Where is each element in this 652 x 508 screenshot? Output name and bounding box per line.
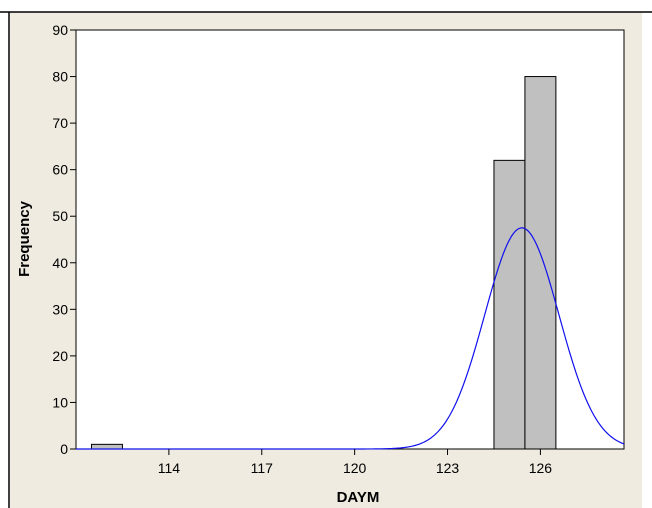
- x-tick-label: 114: [158, 460, 181, 476]
- normal-fit-layer: [76, 227, 625, 450]
- y-axis-label: Frequency: [16, 200, 33, 277]
- y-tick-label: 0: [60, 441, 68, 457]
- y-tick-label: 40: [52, 255, 68, 271]
- y-tick-label: 10: [52, 394, 68, 410]
- histogram-bar: [524, 76, 557, 450]
- x-tick-label: 120: [343, 460, 367, 476]
- y-tick-label: 70: [52, 115, 68, 131]
- histogram-bar: [493, 159, 526, 450]
- x-axis: 114 117 120 123 126: [158, 449, 553, 476]
- x-tick-label: 123: [436, 460, 460, 476]
- x-tick-label: 117: [251, 460, 274, 476]
- histogram-bars: [90, 76, 557, 450]
- y-tick-label: 20: [52, 348, 68, 364]
- normal-fit-curve: [76, 227, 625, 450]
- y-tick-label: 80: [52, 69, 68, 85]
- y-tick-label: 50: [52, 208, 68, 224]
- y-tick-label: 60: [52, 162, 68, 178]
- y-tick-label: 30: [52, 301, 68, 317]
- y-axis: 0 10 20 30 40 50 60 70 80 90: [52, 22, 76, 457]
- histogram-bar: [90, 443, 123, 450]
- y-tick-label: 90: [52, 22, 68, 38]
- x-axis-label: DAYM: [337, 489, 380, 506]
- x-tick-label: 126: [529, 460, 553, 476]
